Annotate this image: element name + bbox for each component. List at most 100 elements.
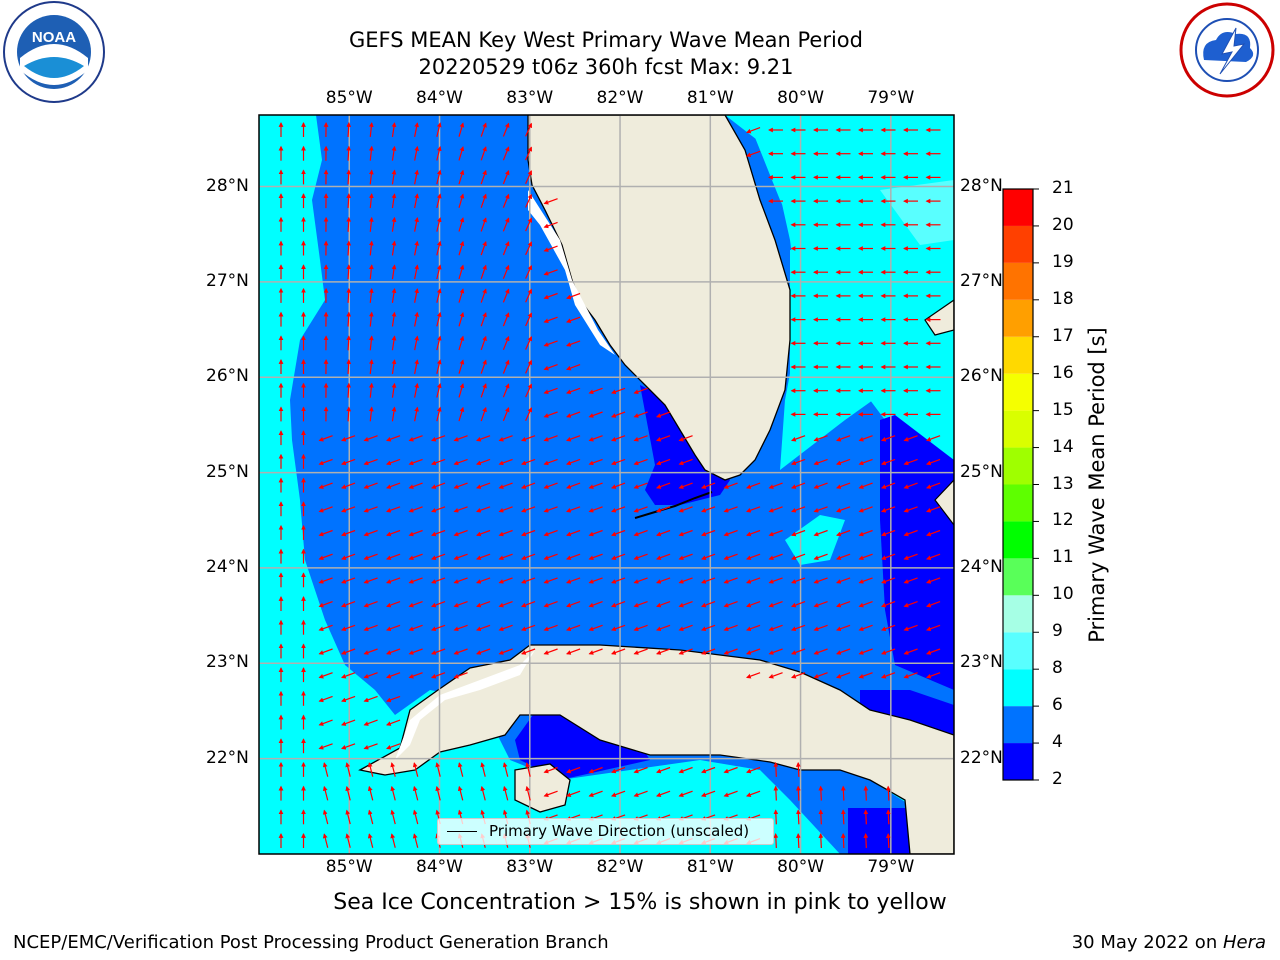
wave-direction-arrow: [588, 458, 603, 466]
wave-direction-arrow: [386, 577, 401, 584]
wave-direction-arrow: [521, 624, 536, 632]
wave-direction-arrow: [678, 766, 693, 774]
wave-direction-arrow: [391, 335, 397, 351]
wave-direction-arrow: [791, 435, 806, 442]
wave-direction-arrow: [367, 785, 374, 801]
wave-direction-arrow: [791, 506, 806, 513]
wave-direction-arrow: [480, 122, 487, 137]
map-title: GEFS MEAN Key West Primary Wave Mean Per…: [349, 28, 863, 52]
wave-direction-arrow: [414, 311, 419, 327]
wave-direction-arrow: [476, 482, 491, 489]
wave-direction-arrow: [476, 435, 491, 442]
wave-direction-arrow: [768, 672, 783, 679]
wave-direction-arrow: [795, 761, 801, 777]
wave-direction-arrow: [412, 785, 419, 801]
wave-direction-arrow: [386, 435, 401, 442]
wave-direction-arrow: [701, 790, 716, 797]
wave-direction-arrow: [431, 624, 446, 632]
wave-direction-arrow: [480, 312, 487, 327]
wave-direction-arrow: [723, 601, 738, 608]
wave-direction-arrow: [341, 435, 356, 442]
florida-landmass: [527, 115, 791, 481]
wave-direction-arrow: [723, 529, 738, 537]
wave-direction-arrow: [408, 529, 423, 537]
wave-direction-arrow: [926, 648, 941, 655]
wave-direction-arrow: [408, 601, 423, 608]
colorbar-band: [1003, 558, 1033, 596]
wave-direction-arrow: [346, 193, 352, 209]
wave-direction-arrow: [341, 672, 356, 679]
wave-direction-arrow: [431, 648, 446, 655]
wave-direction-arrow: [611, 553, 626, 560]
wave-direction-arrow: [656, 411, 671, 418]
wave-direction-arrow: [391, 240, 397, 256]
wave-direction-arrow: [543, 624, 558, 632]
wave-direction-arrow: [903, 458, 918, 466]
wave-direction-arrow: [791, 601, 806, 608]
wave-direction-arrow: [346, 335, 352, 351]
wave-direction-arrow: [391, 264, 397, 280]
wave-direction-arrow: [566, 648, 581, 655]
wave-direction-arrow: [840, 809, 846, 825]
colorbar-band: [1003, 299, 1033, 337]
wave-direction-arrow: [813, 553, 828, 560]
wave-direction-arrow: [543, 221, 558, 229]
wave-direction-arrow: [768, 624, 783, 632]
wave-direction-arrow: [414, 122, 419, 137]
wave-direction-arrow: [431, 601, 446, 608]
wave-direction-arrow: [498, 601, 513, 608]
wave-direction-arrow: [566, 482, 581, 489]
wave-direction-arrow: [476, 553, 491, 560]
wave-direction-arrow: [795, 785, 801, 801]
wave-direction-arrow: [678, 624, 693, 632]
latitude-label: 25°N: [206, 461, 249, 482]
wave-direction-arrow: [840, 785, 846, 801]
wave-direction-arrow: [611, 529, 626, 537]
wave-direction-arrow: [768, 506, 783, 513]
wave-direction-arrow: [341, 529, 356, 537]
wave-direction-arrow: [502, 407, 510, 422]
wave-direction-arrow: [543, 245, 558, 252]
wave-direction-arrow: [768, 648, 783, 655]
wave-direction-arrow: [414, 359, 419, 374]
wave-direction-arrow: [476, 577, 491, 584]
colorbar-band: [1003, 484, 1033, 522]
wave-direction-arrow: [881, 648, 896, 655]
wave-direction-arrow: [926, 577, 941, 584]
legend-label: Primary Wave Direction (unscaled): [489, 822, 750, 840]
wave-direction-arrow: [611, 387, 626, 395]
wave-direction-arrow: [836, 672, 851, 679]
wave-direction-arrow: [408, 672, 423, 679]
wave-direction-arrow: [453, 601, 468, 608]
wave-direction-arrow: [386, 695, 401, 703]
wave-direction-arrow: [926, 553, 941, 560]
colorbar-tick-label: 13: [1052, 473, 1074, 494]
wave-direction-arrow: [858, 553, 873, 560]
wave-direction-arrow: [791, 577, 806, 584]
wave-direction-arrow: [525, 170, 532, 185]
colorbar-tick-label: 20: [1052, 214, 1074, 235]
wave-direction-arrow: [436, 406, 442, 422]
wave-direction-arrow: [723, 577, 738, 584]
wave-direction-arrow: [431, 458, 446, 466]
wave-direction-arrow: [390, 809, 396, 825]
wave-direction-arrow: [498, 648, 513, 655]
wave-direction-arrow: [521, 482, 536, 489]
wave-direction-arrow: [678, 553, 693, 560]
wave-direction-arrow: [341, 506, 356, 513]
wave-direction-arrow: [525, 336, 532, 350]
wave-direction-arrow: [386, 624, 401, 632]
longitude-label: 81°W: [686, 857, 734, 877]
wave-direction-arrow: [588, 648, 603, 655]
wave-direction-arrow: [746, 127, 761, 134]
wave-direction-arrow: [611, 790, 626, 797]
wave-direction-arrow: [678, 601, 693, 608]
wave-direction-arrow: [391, 169, 397, 185]
longitude-label: 84°W: [416, 857, 463, 877]
wave-direction-arrow: [746, 624, 761, 632]
footer-host: Hera: [1222, 932, 1266, 953]
wave-direction-arrow: [858, 601, 873, 608]
wave-direction-arrow: [791, 553, 806, 560]
wave-direction-arrow: [345, 785, 351, 801]
wave-direction-arrow: [458, 383, 465, 398]
